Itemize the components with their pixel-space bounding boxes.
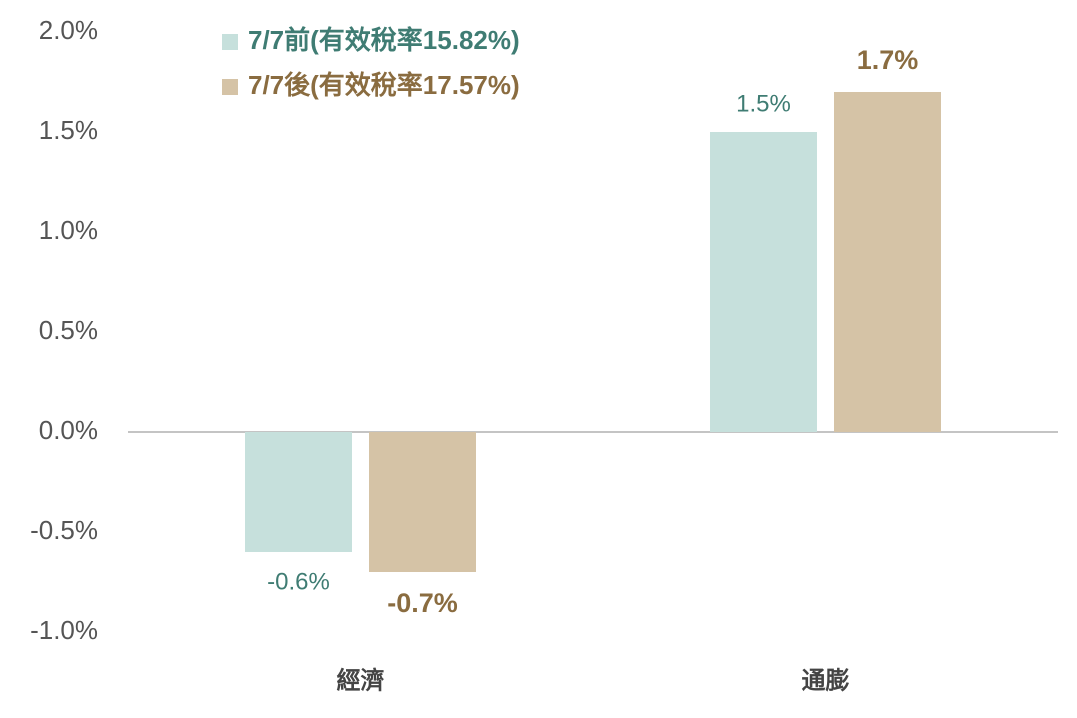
bar (834, 92, 941, 432)
y-tick-label: 1.0% (39, 215, 98, 245)
x-tick-label: 經濟 (337, 666, 385, 694)
bar (369, 432, 476, 572)
y-tick-label: -0.5% (30, 515, 98, 545)
y-tick-label: -1.0% (30, 615, 98, 645)
legend-swatch (222, 79, 238, 95)
x-tick-label: 通膨 (802, 667, 850, 694)
legend-swatch (222, 34, 238, 50)
value-label: -0.6% (267, 568, 330, 595)
value-label: 1.5% (736, 90, 791, 117)
y-tick-label: 0.5% (39, 315, 98, 345)
value-label: 1.7% (857, 45, 919, 75)
y-tick-label: 1.5% (39, 115, 98, 145)
bar (710, 132, 817, 432)
legend-label: 7/7後(有效稅率17.57%) (248, 70, 520, 100)
y-tick-label: 0.0% (39, 415, 98, 445)
value-label: -0.7% (387, 588, 458, 618)
legend-label: 7/7前(有效稅率15.82%) (248, 25, 520, 55)
bar (245, 432, 352, 552)
y-tick-label: 2.0% (39, 15, 98, 45)
